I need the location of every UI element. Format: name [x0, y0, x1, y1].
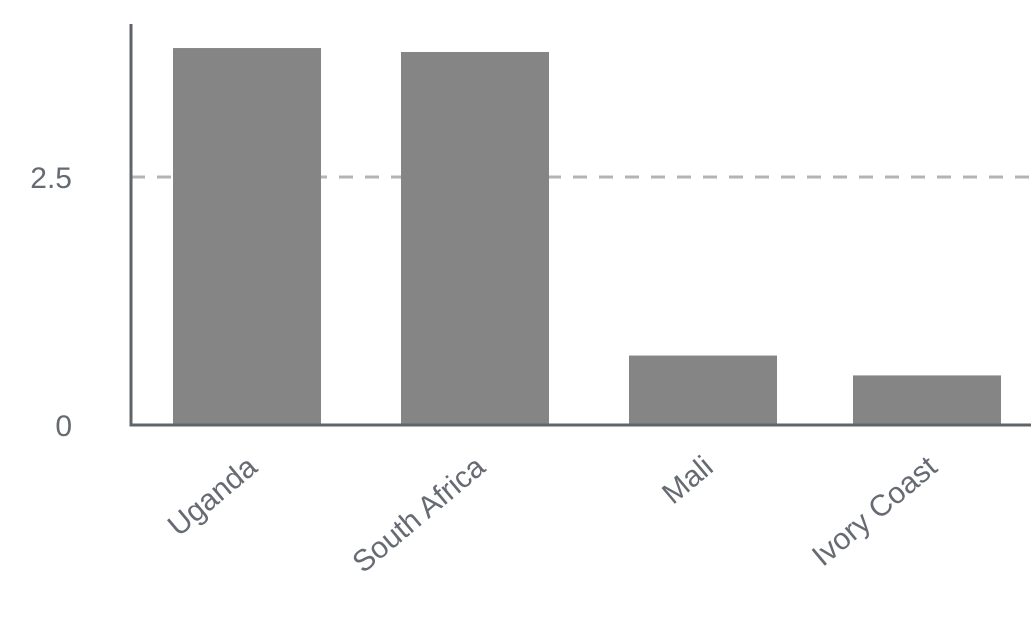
x-tick-label-south-africa: South Africa [346, 450, 491, 579]
y-tick-label-0: 0 [55, 410, 72, 443]
x-tick-label-uganda: Uganda [162, 450, 264, 543]
bar-south-africa [401, 52, 549, 426]
x-tick-label-ivory-coast: Ivory Coast [806, 450, 944, 573]
axes [129, 24, 1031, 427]
x-tick-label-mali: Mali [656, 450, 719, 511]
bar-uganda [173, 48, 321, 425]
bar-mali [629, 355, 777, 425]
y-tick-label-2.5: 2.5 [30, 162, 72, 195]
y-tick-labels: 02.5 [30, 162, 72, 443]
bar-ivory-coast [853, 375, 1001, 425]
bars [173, 48, 1001, 426]
x-category-labels: Uganda South Africa Mali Ivory Coast [162, 450, 944, 580]
